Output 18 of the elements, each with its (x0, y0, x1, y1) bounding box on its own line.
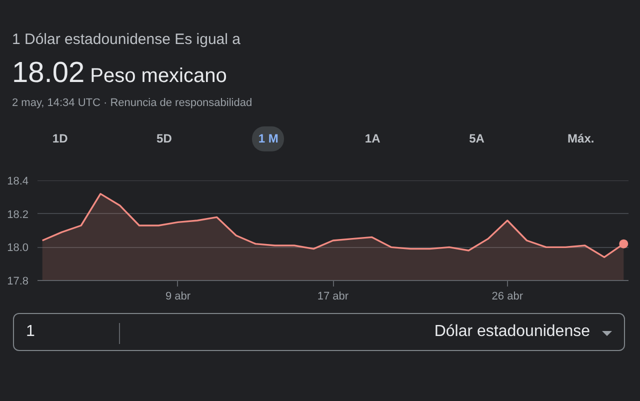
text: Máx. (568, 130, 594, 148)
text: 1A (364, 130, 380, 148)
y-tick-label: 18.0 (7, 242, 29, 254)
chart-title: 1 Dólar estadounidense Es igual a (12, 30, 240, 50)
x-tick-label: 17 abr (317, 290, 349, 302)
text: 1 (26, 322, 35, 342)
text: 2 may, 14:34 UTC · Renuncia de responsabilidad (12, 96, 252, 111)
y-tick-label: 18.2 (7, 208, 29, 221)
chart-subtitle: 18.02 Peso mexicano (12, 57, 227, 91)
y-tick-label: 17.8 (7, 276, 29, 288)
text: 1 M (252, 126, 284, 152)
y-tick-label: 18.4 (7, 176, 29, 188)
x-tick-label: 26 abr (492, 290, 524, 302)
x-tick-label: 9 abr (165, 290, 191, 302)
text: 5D (156, 130, 172, 148)
text: 5A (469, 130, 484, 148)
text: 1D (52, 130, 68, 148)
text: Dólar estadounidense (434, 322, 590, 342)
